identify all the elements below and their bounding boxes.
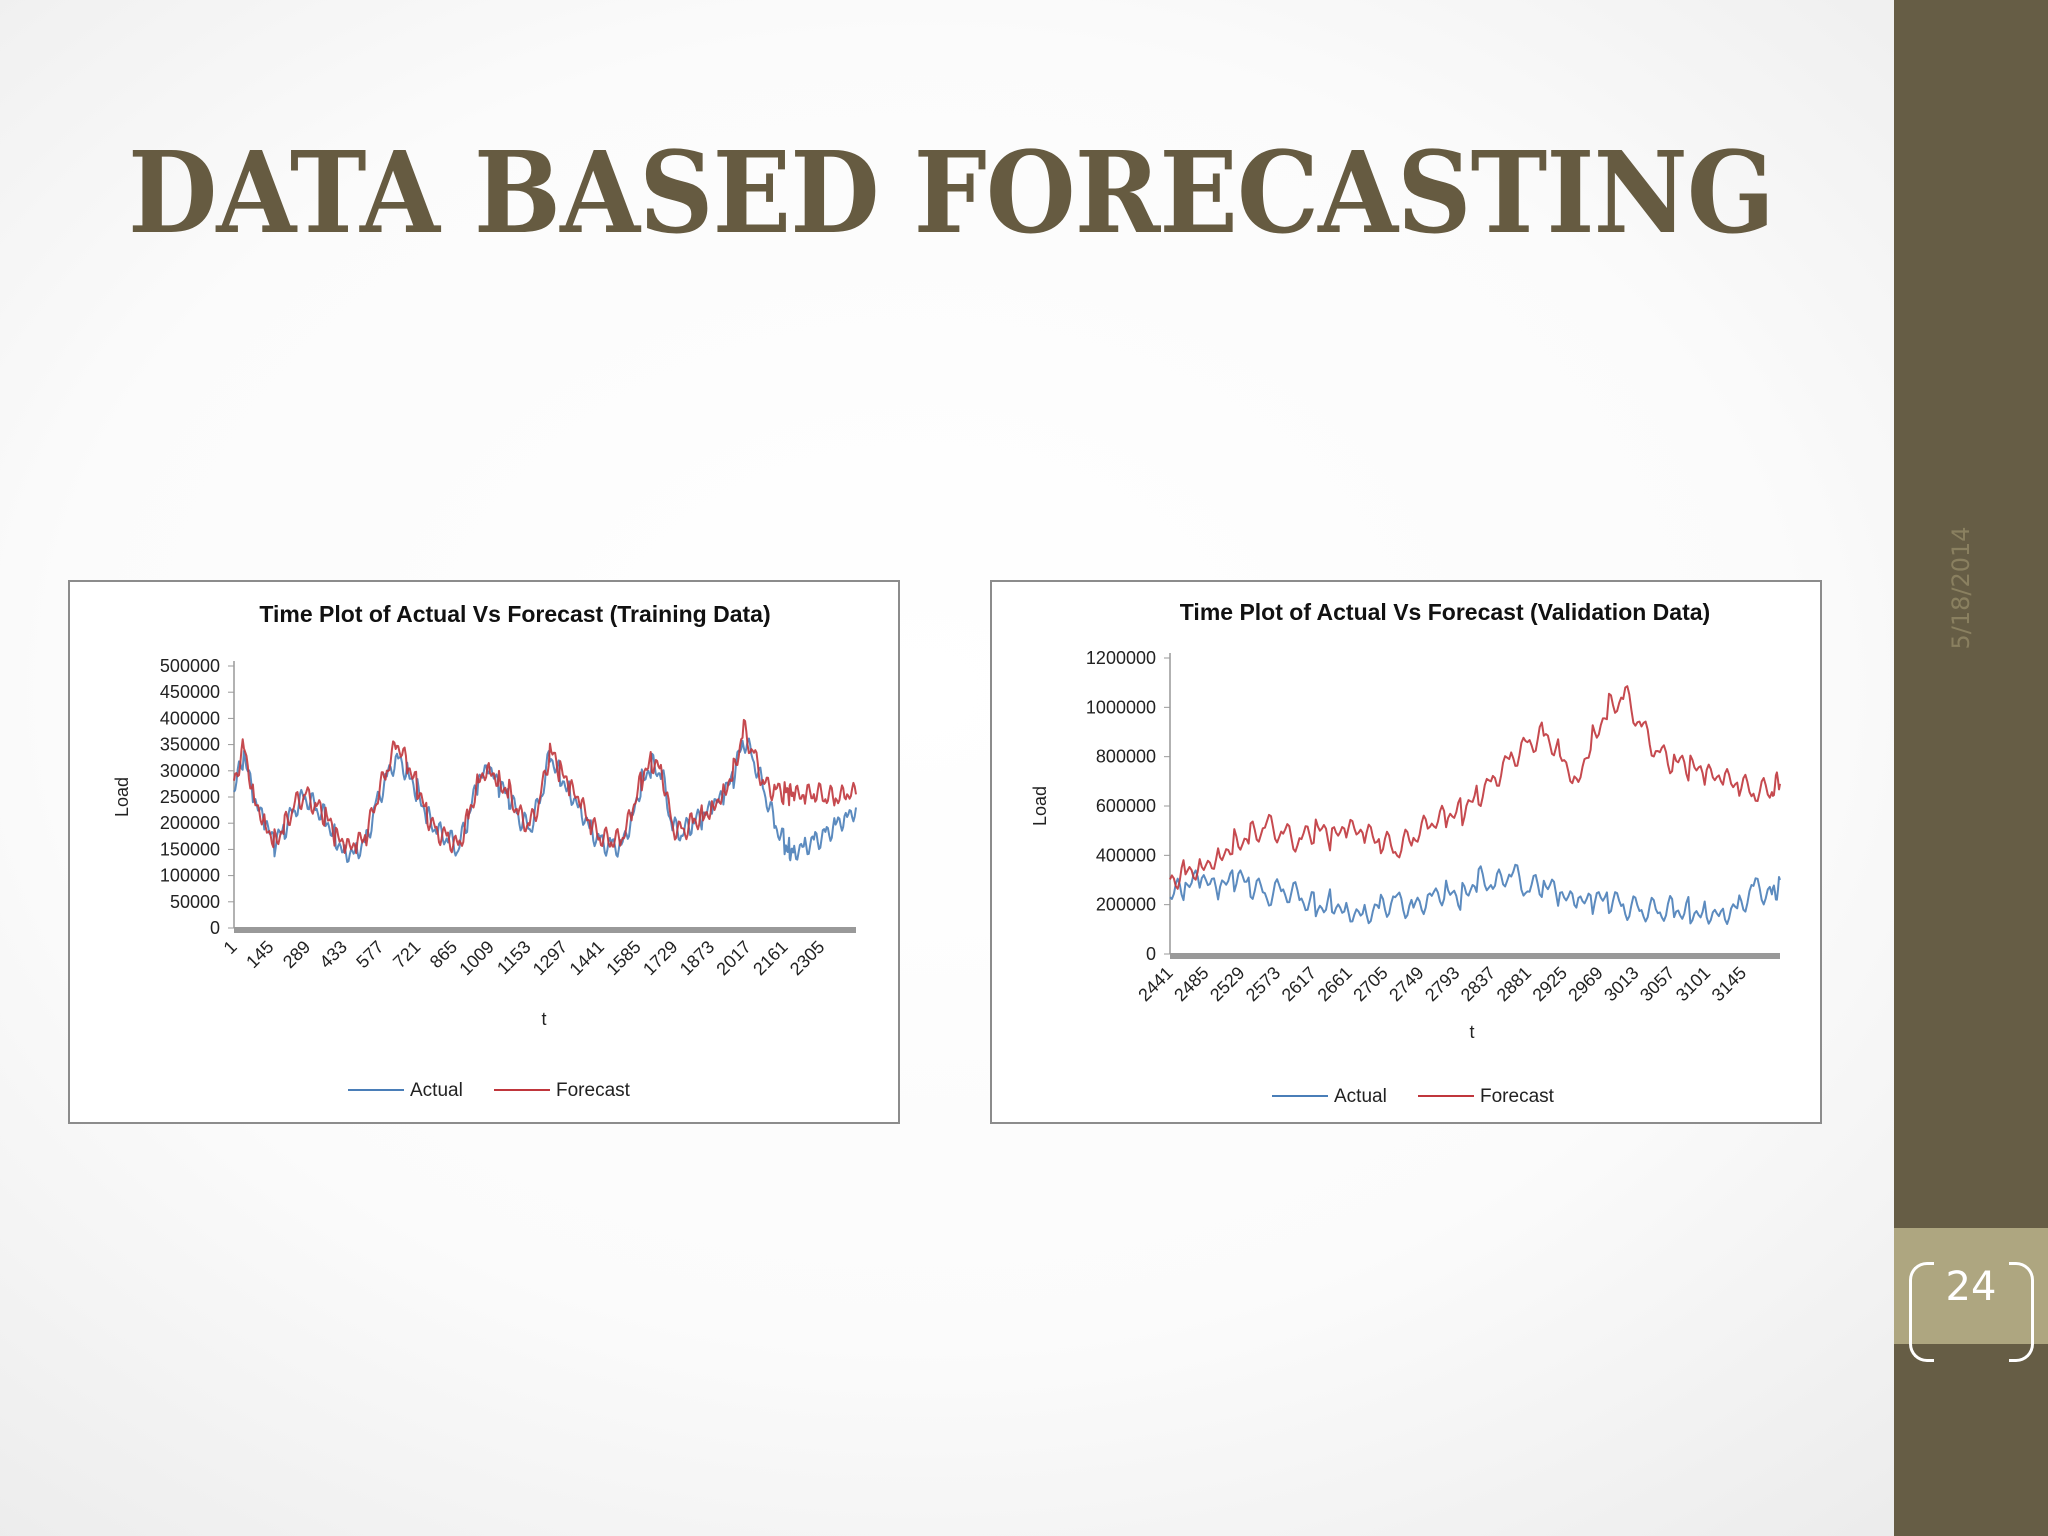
x-tick-label: 1873	[676, 937, 718, 979]
x-tick-label: 577	[352, 937, 387, 972]
chart-validation: Time Plot of Actual Vs Forecast (Validat…	[990, 580, 1822, 1124]
slide-date: 5/18/2014	[1947, 526, 1975, 650]
x-tick-label: 2969	[1564, 963, 1606, 1005]
y-axis-label: Load	[112, 777, 132, 817]
y-tick-label: 100000	[160, 866, 220, 886]
chart-title: Time Plot of Actual Vs Forecast (Validat…	[1180, 599, 1710, 625]
x-tick-label: 3101	[1672, 963, 1714, 1005]
x-tick-label: 1585	[602, 937, 644, 979]
x-tick-label: 2441	[1134, 963, 1176, 1005]
x-tick-label: 433	[316, 937, 351, 972]
y-tick-label: 300000	[160, 761, 220, 781]
y-tick-label: 0	[210, 918, 220, 938]
x-tick-label: 3013	[1600, 963, 1642, 1005]
x-tick-label: 2573	[1242, 963, 1284, 1005]
y-tick-label: 350000	[160, 735, 220, 755]
x-tick-label: 2749	[1385, 963, 1427, 1005]
y-tick-label: 500000	[160, 656, 220, 676]
chart-training: Time Plot of Actual Vs Forecast (Trainin…	[68, 580, 900, 1124]
x-tick-label: 2529	[1206, 963, 1248, 1005]
y-tick-label: 200000	[1096, 895, 1156, 915]
right-bracket-icon	[2009, 1262, 2034, 1362]
series-line-forecast	[1169, 685, 1781, 890]
x-tick-label: 2705	[1349, 963, 1391, 1005]
legend-label-forecast: Forecast	[1480, 1086, 1555, 1107]
x-axis-label: t	[541, 1009, 546, 1029]
x-tick-label: 1009	[455, 937, 497, 979]
y-tick-label: 400000	[160, 708, 220, 728]
chart-title: Time Plot of Actual Vs Forecast (Trainin…	[259, 601, 770, 627]
left-bracket-icon	[1909, 1262, 1934, 1362]
x-tick-label: 3057	[1636, 963, 1678, 1005]
legend-label-actual: Actual	[1334, 1086, 1387, 1107]
legend-label-actual: Actual	[410, 1080, 463, 1101]
chart-svg: Time Plot of Actual Vs Forecast (Trainin…	[112, 601, 857, 1101]
x-tick-label: 2305	[786, 937, 828, 979]
y-tick-label: 1200000	[1086, 648, 1156, 668]
x-tick-label: 2617	[1278, 963, 1320, 1005]
x-tick-label: 1729	[639, 937, 681, 979]
x-tick-label: 2161	[749, 937, 791, 979]
x-tick-label: 1153	[493, 937, 535, 979]
x-tick-label: 2661	[1314, 963, 1356, 1005]
slide-title: DATA BASED FORECASTING	[128, 128, 1775, 259]
x-tick-label: 289	[279, 937, 314, 972]
y-tick-label: 800000	[1096, 747, 1156, 767]
y-tick-label: 250000	[160, 787, 220, 807]
x-tick-label: 145	[242, 937, 277, 972]
chart-svg: Time Plot of Actual Vs Forecast (Validat…	[1030, 599, 1781, 1107]
x-tick-label: 2925	[1529, 963, 1571, 1005]
y-tick-label: 200000	[160, 813, 220, 833]
x-tick-label: 2837	[1457, 963, 1499, 1005]
y-tick-label: 450000	[160, 682, 220, 702]
x-tick-label: 2485	[1170, 963, 1212, 1005]
series-line-actual	[1169, 863, 1781, 925]
x-tick-label: 721	[389, 937, 424, 972]
y-tick-label: 50000	[170, 892, 220, 912]
x-tick-label: 1	[220, 937, 241, 958]
x-tick-label: 2017	[712, 937, 754, 979]
x-tick-label: 2793	[1421, 963, 1463, 1005]
x-tick-label: 1441	[566, 937, 608, 979]
x-tick-label: 1297	[529, 937, 571, 979]
y-tick-label: 400000	[1096, 845, 1156, 865]
y-tick-label: 600000	[1096, 796, 1156, 816]
x-axis-label: t	[1469, 1022, 1474, 1042]
y-axis-label: Load	[1030, 786, 1050, 826]
x-tick-label: 3145	[1708, 963, 1750, 1005]
y-tick-label: 1000000	[1086, 697, 1156, 717]
page-number-box	[1894, 1228, 2048, 1344]
page-number: 24	[1945, 1264, 1997, 1310]
y-tick-label: 150000	[160, 839, 220, 859]
series-line-actual	[233, 737, 857, 863]
legend-label-forecast: Forecast	[556, 1080, 631, 1101]
y-tick-label: 0	[1146, 944, 1156, 964]
series-line-forecast	[233, 718, 857, 855]
x-tick-label: 2881	[1493, 963, 1535, 1005]
